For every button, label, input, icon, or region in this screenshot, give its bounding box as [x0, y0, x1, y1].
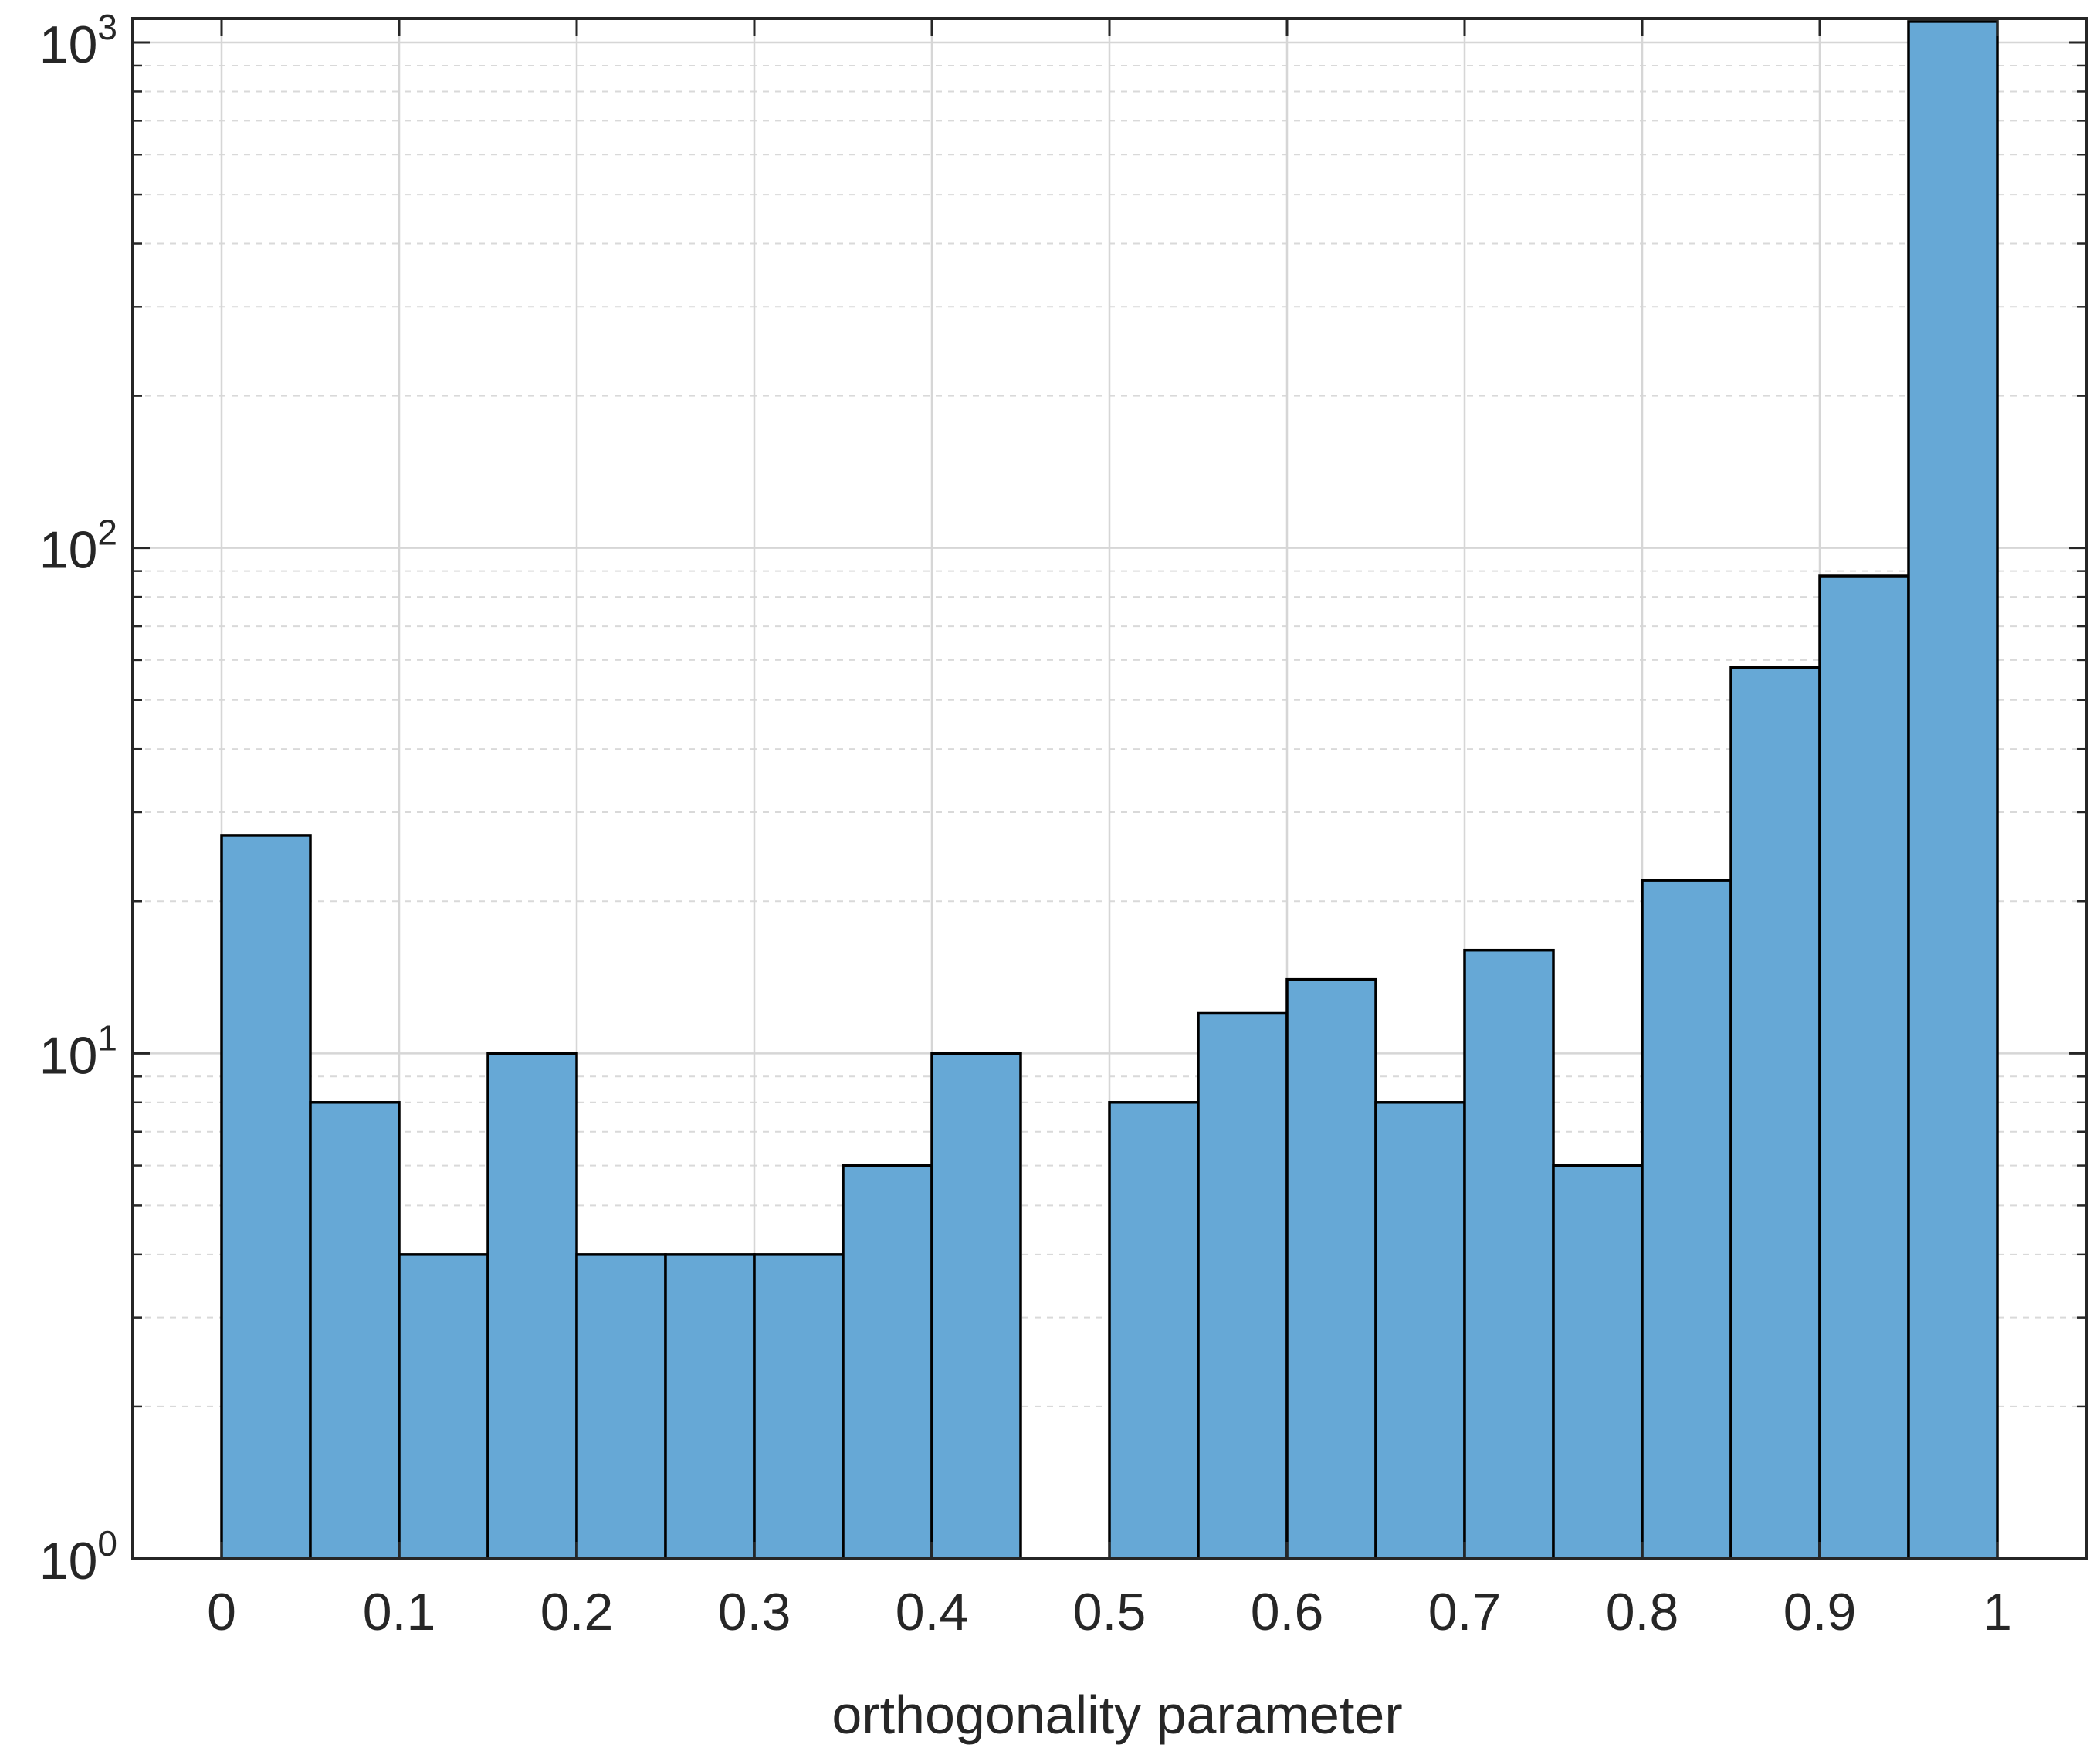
y-tick-labels: 100 101 102 103	[39, 7, 117, 1590]
histogram-bar	[1285, 977, 1377, 1560]
x-tick-label: 0.1	[363, 1583, 436, 1641]
histogram-bar	[220, 834, 312, 1560]
x-tick-label: 0.3	[718, 1583, 791, 1641]
histogram-bar	[753, 1253, 845, 1560]
x-tick-label: 0.4	[896, 1583, 969, 1641]
histogram-bar	[664, 1253, 756, 1560]
x-tick-label: 0.5	[1073, 1583, 1147, 1641]
histogram-bar	[486, 1052, 578, 1560]
x-tick-label: 1	[1983, 1583, 2012, 1641]
histogram-bar	[309, 1101, 401, 1560]
histogram-bar	[842, 1164, 933, 1560]
x-axis-label: orthogonality parameter	[832, 1685, 1402, 1745]
y-tick-label: 103	[39, 7, 117, 74]
x-tick-label: 0.8	[1606, 1583, 1679, 1641]
histogram-bar	[1108, 1101, 1200, 1560]
histogram-bar	[575, 1253, 667, 1560]
histogram-bar	[1641, 879, 1732, 1560]
histogram-bar	[1552, 1164, 1644, 1560]
x-tick-labels: 0 0.1 0.2 0.3 0.4 0.5 0.6 0.7 0.8 0.9 1	[207, 1583, 2012, 1641]
histogram-bar	[1463, 948, 1555, 1560]
y-tick-label: 101	[39, 1018, 117, 1085]
y-tick-label: 102	[39, 513, 117, 580]
histogram-bar	[930, 1052, 1022, 1560]
x-tick-label: 0	[207, 1583, 236, 1641]
x-tick-label: 0.6	[1251, 1583, 1324, 1641]
histogram-bar	[1818, 574, 1910, 1560]
y-tick-label: 100	[39, 1523, 117, 1590]
x-tick-label: 0.2	[540, 1583, 614, 1641]
histogram-bar	[1374, 1101, 1466, 1560]
histogram-bar	[1907, 20, 1999, 1560]
histogram-bar	[398, 1253, 489, 1560]
tick-marks	[133, 19, 2086, 1560]
x-tick-label: 0.9	[1783, 1583, 1857, 1641]
histogram-bar	[1729, 666, 1821, 1560]
histogram-bar	[1197, 1011, 1289, 1560]
x-tick-label: 0.7	[1428, 1583, 1502, 1641]
